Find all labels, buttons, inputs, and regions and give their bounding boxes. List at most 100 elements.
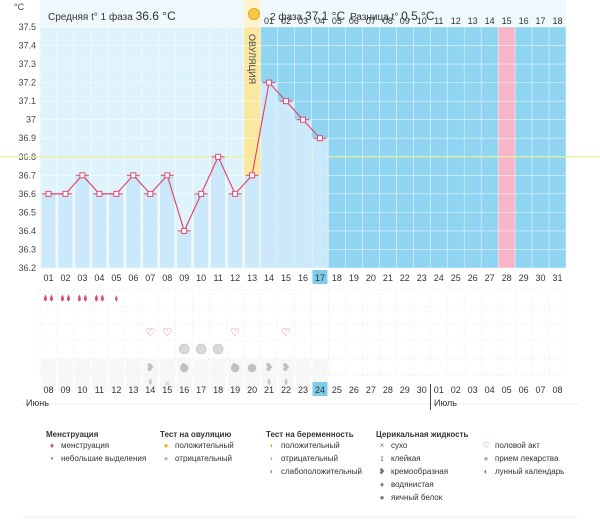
top-day-label: 16: [519, 16, 529, 26]
temperature-point: [181, 227, 188, 234]
y-tick-label: 36.4: [18, 226, 36, 236]
phase2-average: 2 фаза 37.1 °C: [270, 9, 345, 23]
calendar-date-label: 19: [230, 385, 240, 395]
calendar-date-label: 24: [315, 385, 325, 395]
calendar-date-label: 07: [536, 385, 546, 395]
heart-icon: ♡: [145, 326, 155, 339]
ovulation-label: ОВУЛЯЦИЯ: [247, 34, 257, 84]
legend-pregnancy-test-title: Тест на беременность: [266, 430, 354, 439]
cycle-day-label: 13: [247, 273, 257, 283]
calendar-date-label: 01: [434, 385, 444, 395]
sun-icon: [248, 8, 260, 20]
calendar-date-label: 17: [196, 385, 206, 395]
temperature-point: [113, 190, 120, 197]
pregnancy-negative-icon: ◐: [269, 454, 275, 463]
heart-icon: ♡: [482, 441, 490, 450]
highlight-column: [498, 27, 516, 268]
temperature-point: [96, 190, 103, 197]
cycle-day-label: 06: [128, 273, 138, 283]
cycle-day-label: 28: [502, 273, 512, 283]
temperature-point: [300, 116, 306, 123]
cycle-day-label: 10: [196, 273, 206, 283]
temperature-point: [249, 172, 256, 179]
temperature-difference: Разница t° 0.5 °C: [350, 9, 435, 23]
sticky-icon: ɪ: [380, 454, 384, 463]
pregnancy-weak-icon: ◐: [269, 467, 275, 476]
menstruation-drop: [66, 294, 70, 302]
legend-pregnancy-weak: ◐ слабоположительный: [266, 467, 362, 476]
calendar-date-label: 30: [417, 385, 427, 395]
cycle-day-label: 20: [366, 273, 376, 283]
legend-cervical-creamy: ❥ кремообразная: [376, 467, 448, 476]
temperature-bar: [176, 230, 192, 269]
current-day-highlight: [312, 270, 328, 284]
temperature-bar: [91, 193, 108, 269]
cycle-day-label: 18: [332, 273, 342, 283]
calendar-date-label: 15: [162, 385, 172, 395]
cycle-day-label: 29: [519, 273, 529, 283]
top-day-label: 04: [315, 16, 325, 26]
legend-cervical-watery: ♦ водянистая: [376, 480, 434, 489]
temperature-point: [45, 190, 52, 197]
header-band: [40, 0, 566, 27]
cycle-day-label: 21: [383, 273, 393, 283]
cycle-day-label: 15: [281, 273, 291, 283]
y-tick-label: 37.2: [18, 78, 36, 88]
calendar-date-label: 13: [128, 385, 138, 395]
menstruation-drop: [100, 294, 104, 302]
heart-icon: ♡: [281, 326, 291, 339]
top-day-label: 12: [451, 16, 461, 26]
temperature-bar: [227, 193, 243, 269]
temperature-bar: [244, 175, 260, 269]
cycle-day-label: 14: [264, 273, 274, 283]
legend-menstruation-title: Менструация: [46, 430, 99, 439]
spotting-drop: [115, 295, 118, 302]
temperature-point: [62, 190, 69, 197]
ovulation-test-negative: [212, 343, 224, 355]
menstruation-drop: [94, 294, 98, 302]
cycle-day-label: 24: [434, 273, 444, 283]
temperature-point: [130, 172, 137, 179]
cycle-day-label: 02: [60, 273, 70, 283]
cycle-day-label: 12: [230, 273, 240, 283]
calendar-date-label: 23: [298, 385, 308, 395]
calendar-date-label: 18: [213, 385, 223, 395]
y-tick-label: 37.5: [18, 22, 36, 32]
calendar-date-label: 20: [247, 385, 257, 395]
current-date-highlight: [312, 382, 328, 396]
symbol-cell-shade: [159, 359, 175, 391]
calendar-date-label: 28: [383, 385, 393, 395]
cycle-day-label: 03: [77, 273, 87, 283]
top-day-label: 07: [366, 16, 376, 26]
cycle-day-label: 31: [553, 273, 563, 283]
calendar-date-label: 12: [111, 385, 121, 395]
calendar-date-label: 11: [95, 385, 104, 395]
diff-label: Разница t°: [350, 12, 399, 23]
symbol-cell-shade: [210, 359, 226, 391]
top-day-label: 11: [434, 16, 443, 26]
temperature-bar: [159, 175, 175, 269]
temperature-bar: [142, 193, 159, 269]
calendar-date-label: 21: [264, 385, 274, 395]
top-day-label: 03: [298, 16, 308, 26]
y-tick-label: 37: [26, 115, 36, 125]
dry-icon: ×: [379, 441, 385, 450]
symbol-cell-shade: [227, 359, 243, 391]
phase2-value: 37.1 °C: [304, 9, 346, 23]
cycle-day-label: 19: [349, 273, 359, 283]
temperature-bar: [125, 175, 142, 269]
top-day-label: 01: [264, 16, 274, 26]
cycle-day-label: 07: [145, 273, 155, 283]
creamy-icon: ❥: [378, 467, 386, 476]
calendar-date-label: 02: [451, 385, 461, 395]
cycle-day-label: 27: [485, 273, 495, 283]
calendar-date-label: 04: [485, 385, 495, 395]
temperature-point: [316, 135, 323, 142]
calendar-date-label: 22: [281, 385, 291, 395]
temperature-point: [164, 172, 171, 179]
symbol-cell-shade: [41, 359, 56, 391]
temperature-bar: [295, 119, 311, 269]
phase2-label: 2 фаза: [270, 12, 303, 23]
y-tick-label: 37.3: [18, 59, 36, 69]
